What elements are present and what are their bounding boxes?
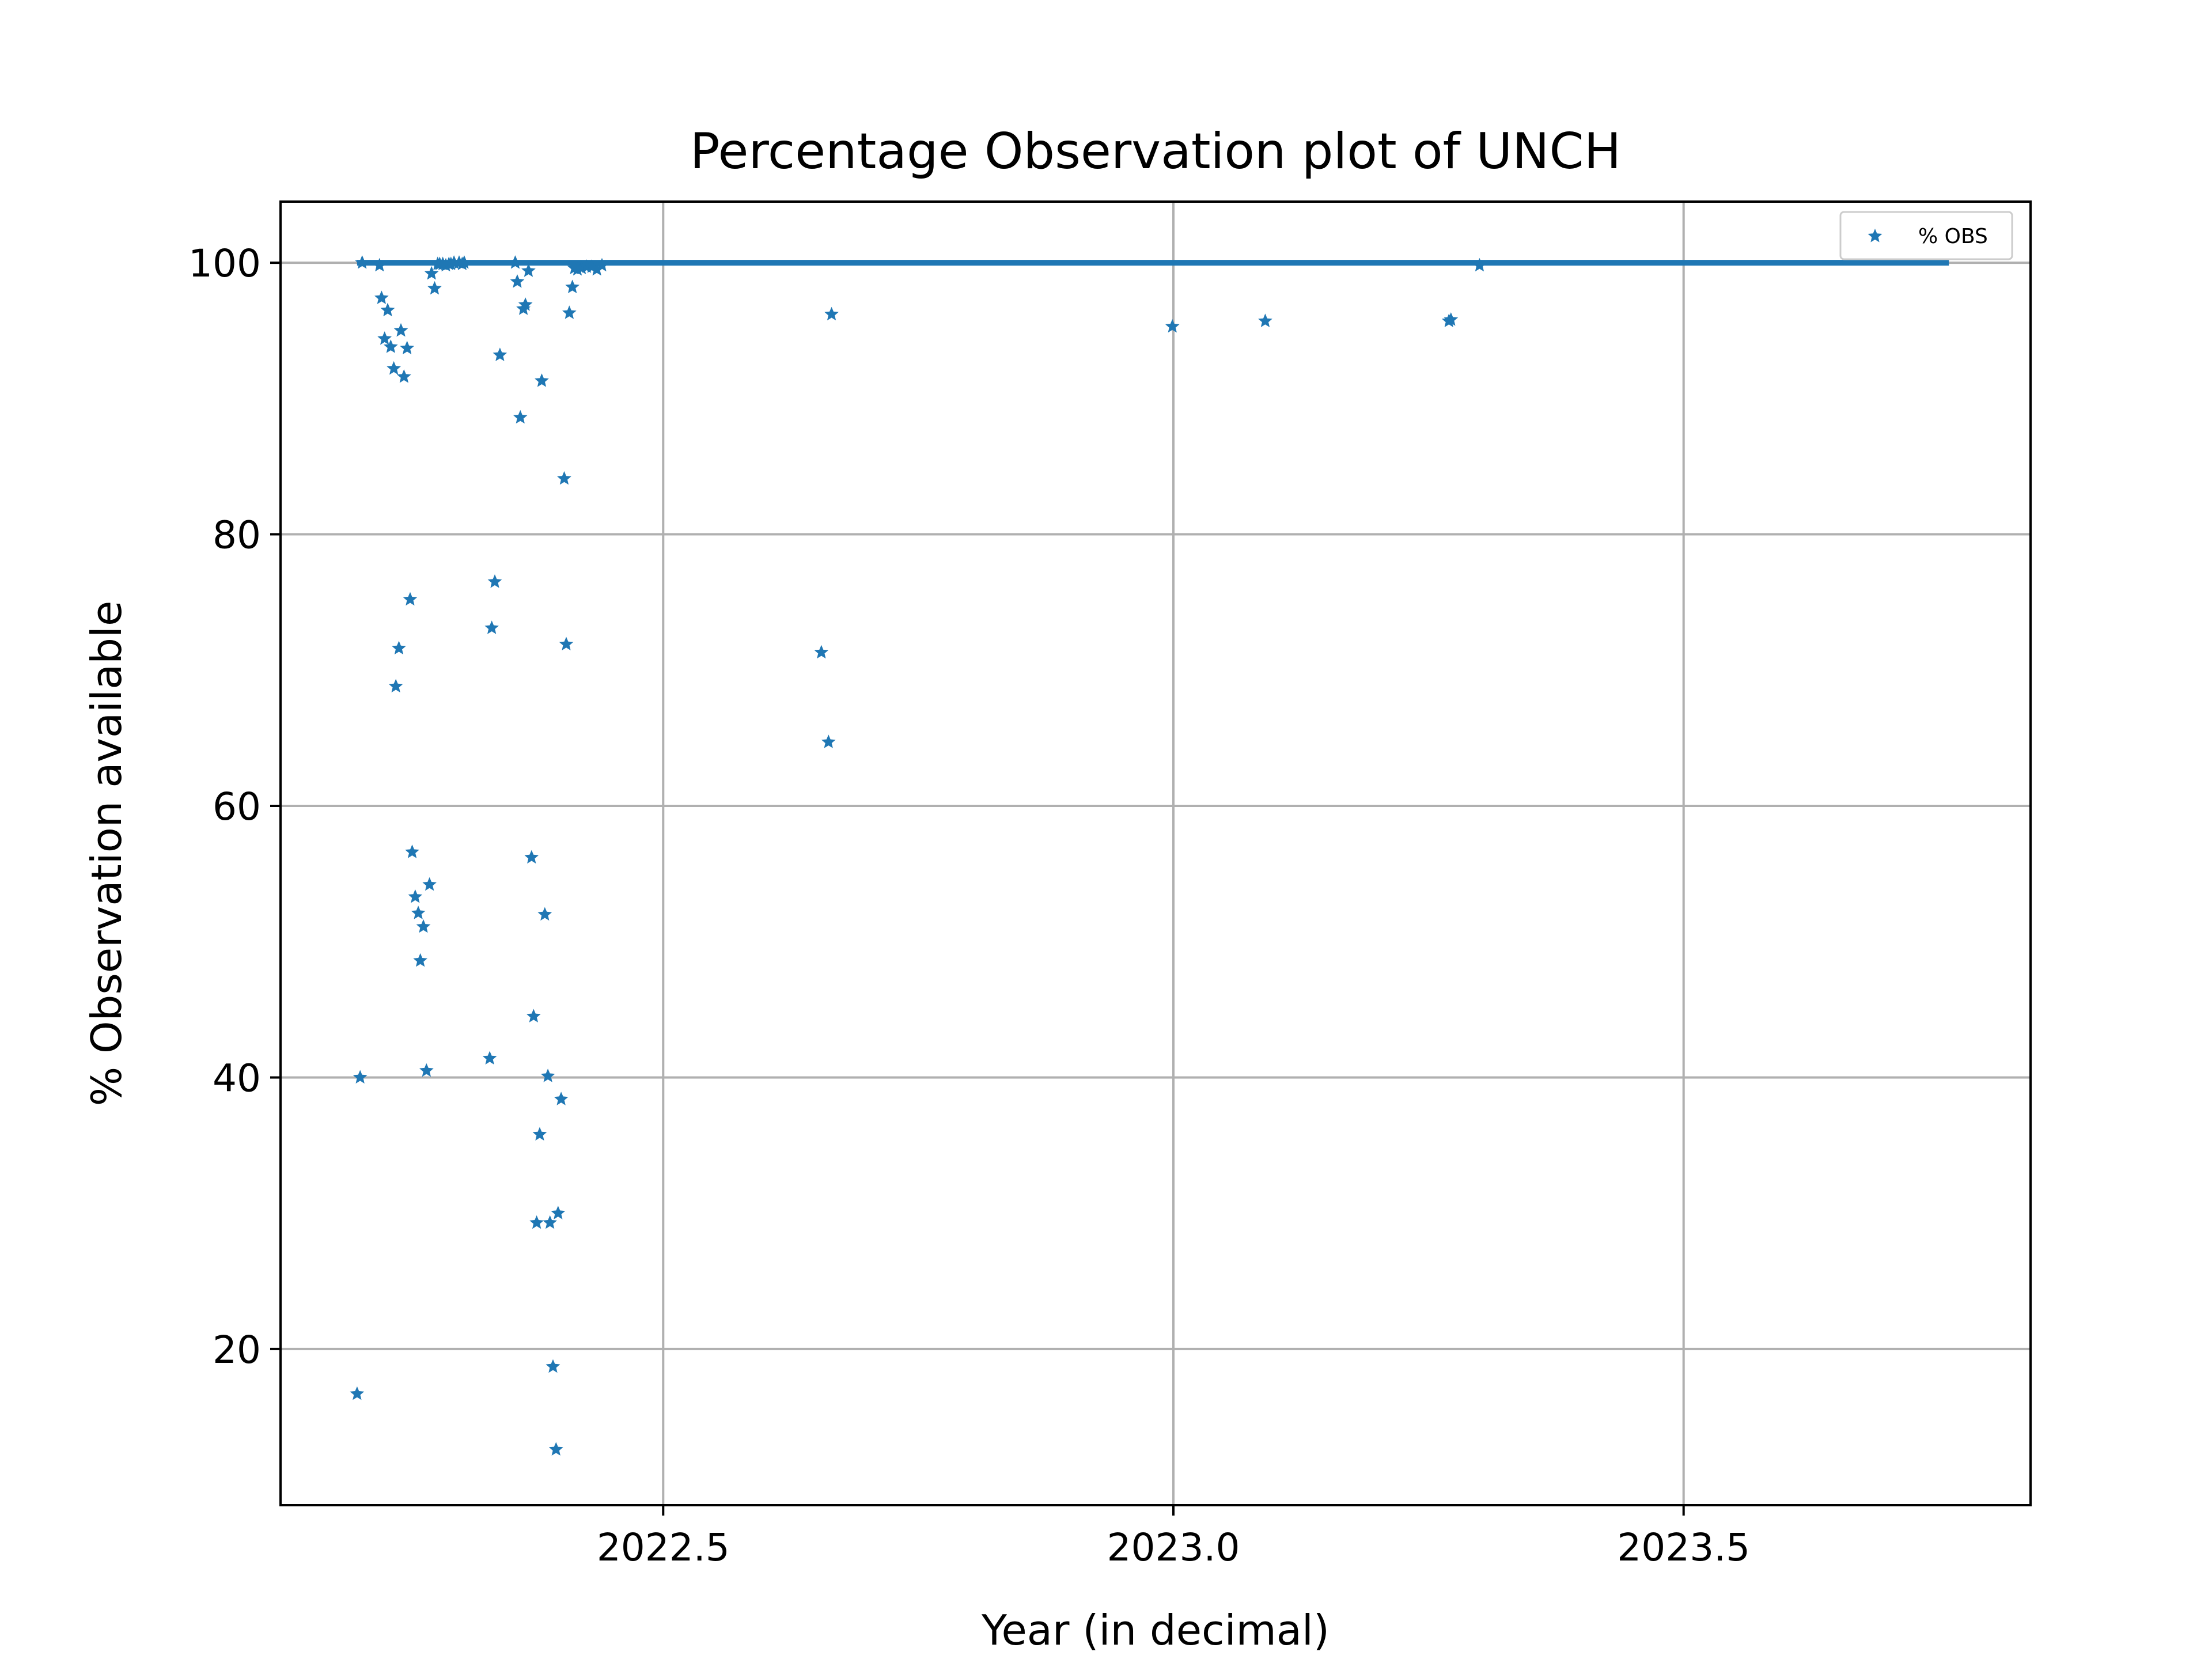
- data-point: [532, 1127, 547, 1141]
- data-point: [493, 347, 507, 361]
- data-point: [513, 410, 528, 424]
- data-point: [400, 340, 414, 355]
- chart-title: Percentage Observation plot of UNCH: [690, 123, 1622, 180]
- data-point: [589, 262, 604, 276]
- y-tick-label: 80: [213, 513, 261, 558]
- y-tick-label: 40: [213, 1056, 261, 1100]
- data-point: [570, 262, 585, 276]
- data-point: [1472, 257, 1487, 272]
- data-point: [387, 361, 401, 375]
- data-point: [388, 679, 403, 693]
- data-point: [551, 1206, 566, 1219]
- data-point: [510, 274, 525, 288]
- data-point: [380, 302, 395, 317]
- data-point: [397, 369, 411, 383]
- legend-star-icon: [1868, 229, 1883, 243]
- data-point: [521, 263, 536, 277]
- data-point: [457, 255, 472, 269]
- data-point: [384, 339, 398, 353]
- legend-marker: [1868, 229, 1883, 243]
- data-point: [353, 1070, 368, 1084]
- data-point: [824, 306, 839, 321]
- data-point: [393, 323, 408, 337]
- data-point: [548, 1442, 563, 1456]
- legend-box: [1839, 211, 2013, 260]
- legend-label: % OBS: [1918, 225, 1988, 248]
- y-tick-label: 20: [213, 1328, 261, 1372]
- data-point: [482, 1051, 497, 1065]
- x-tick-label: 2023.0: [1107, 1525, 1240, 1570]
- data-point: [518, 297, 533, 311]
- ticks: 2022.5 2023.0 2023.5 20 40 60 80 100: [188, 241, 1750, 1570]
- data-point: [524, 850, 539, 864]
- x-tick-label: 2022.5: [597, 1525, 730, 1570]
- data-point: [508, 255, 522, 269]
- data-point: [377, 331, 392, 345]
- data-point: [537, 907, 552, 921]
- data-point: [554, 1092, 569, 1105]
- data-point: [350, 1386, 365, 1400]
- data-point: [355, 255, 370, 269]
- data-point: [1258, 313, 1272, 327]
- data-point: [484, 620, 499, 634]
- data-point: [408, 889, 423, 903]
- data-point: [416, 919, 431, 933]
- data-point: [557, 471, 571, 485]
- data-point: [821, 734, 836, 748]
- data-point: [535, 373, 549, 387]
- y-axis-title: % Observation available: [82, 601, 131, 1107]
- data-point: [419, 1063, 434, 1077]
- x-axis-title: Year (in decimal): [981, 1606, 1330, 1654]
- data-point: [546, 1359, 560, 1373]
- x-tick-label: 2023.5: [1617, 1525, 1750, 1570]
- data-point: [427, 281, 442, 295]
- data-point: [422, 877, 437, 891]
- y-tick-label: 60: [213, 785, 261, 829]
- data-point: [527, 1009, 541, 1022]
- data-point: [594, 257, 609, 272]
- data-point: [487, 574, 502, 588]
- data-point: [565, 279, 579, 293]
- data-point: [374, 290, 389, 304]
- legend: % OBS: [1839, 211, 2013, 260]
- data-point: [405, 844, 419, 858]
- data-point: [411, 906, 426, 919]
- data-point: [559, 637, 574, 650]
- data-point: [413, 953, 427, 967]
- data-point: [372, 257, 387, 272]
- data-point: [392, 641, 406, 655]
- data-point: [1444, 312, 1459, 326]
- data-point: [814, 645, 829, 659]
- data-point: [540, 1069, 555, 1082]
- y-tick-label: 100: [188, 241, 261, 286]
- plot-frame: [279, 200, 2032, 1506]
- data-point: [403, 592, 418, 606]
- data-point: [529, 1215, 544, 1229]
- data-point: [562, 305, 577, 319]
- data-point: [543, 1215, 557, 1229]
- data-point: [424, 266, 439, 280]
- data-layer: [350, 255, 1949, 1456]
- data-point: [1165, 319, 1180, 333]
